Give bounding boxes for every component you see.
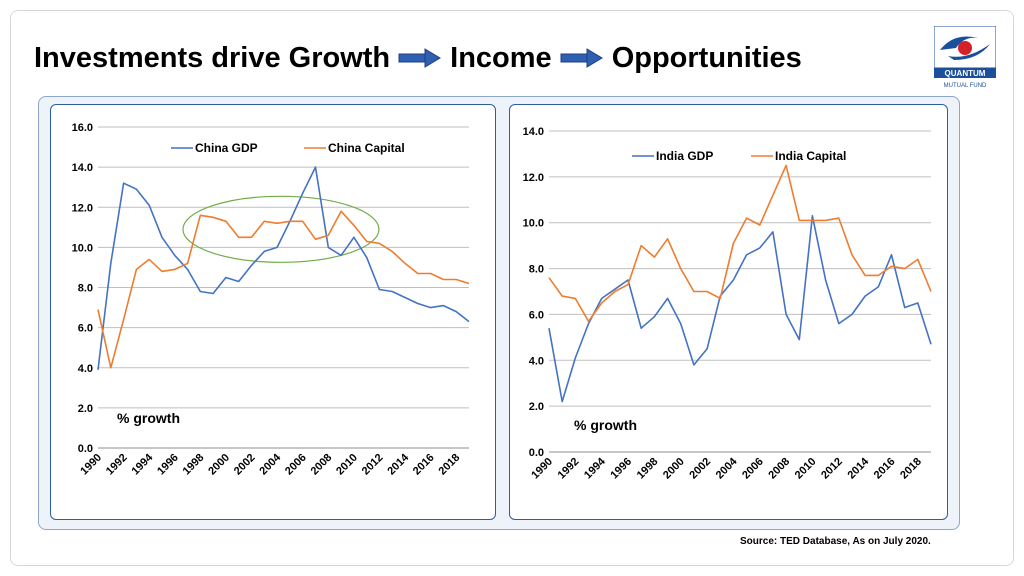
x-tick-label: 2002 [687,456,713,482]
x-tick-label: 2008 [766,456,792,482]
x-tick-label: 2004 [257,451,283,477]
growth-annotation: % growth [117,410,180,426]
title-part-income: Income [450,41,552,74]
y-tick-label: 14.0 [523,126,544,138]
y-tick-label: 2.0 [529,401,544,413]
y-tick-label: 10.0 [72,242,93,254]
growth-annotation: % growth [574,417,637,433]
right-arrow-icon [560,47,604,69]
y-tick-label: 12.0 [523,172,544,184]
x-tick-label: 1990 [78,452,104,478]
x-tick-label: 2006 [283,452,309,478]
y-tick-label: 14.0 [72,162,93,174]
highlight-ellipse [182,195,380,263]
x-tick-label: 2010 [334,452,360,478]
legend-label: China GDP [195,141,258,155]
right-arrow-icon [398,47,442,69]
y-tick-label: 0.0 [78,443,93,455]
page-title: Investments drive Growth Income Opportun… [34,38,802,78]
y-tick-label: 8.0 [529,264,544,276]
x-tick-label: 2018 [898,456,924,482]
x-tick-label: 2012 [360,452,386,478]
x-tick-label: 2016 [872,456,898,482]
india-chart: 0.0 2.0 4.0 6.0 8.0 10.0 12.0 14.0 1990 1992 1994 1… [509,104,948,520]
y-tick-label: 6.0 [529,309,544,321]
legend-label: India Capital [775,149,846,163]
x-tick-label: 2004 [714,455,740,481]
logo-subtitle: MUTUAL FUND [944,83,987,89]
title-part-opportunities: Opportunities [611,41,802,74]
x-tick-label: 2014 [845,455,871,481]
y-tick-label: 4.0 [78,363,93,375]
y-tick-label: 2.0 [78,403,93,415]
x-tick-label: 2018 [437,452,463,478]
x-tick-label: 1994 [129,451,155,477]
y-tick-label: 4.0 [529,355,544,367]
x-tick-label: 2010 [793,456,819,482]
quantum-logo: QUANTUM MUTUAL FUND [934,26,996,92]
x-tick-label: 2012 [819,456,845,482]
series-line-china-capital [97,210,470,369]
x-tick-label: 1998 [181,452,207,478]
x-tick-label: 2006 [740,456,766,482]
china-chart: 0.0 2.0 4.0 6.0 8.0 10.0 12.0 14.0 16.0 1990 1992 1… [50,104,496,520]
legend-label: India GDP [656,149,713,163]
x-tick-label: 1998 [635,456,661,482]
y-tick-label: 8.0 [78,283,93,295]
x-tick-label: 1990 [529,456,555,482]
x-tick-label: 2014 [385,451,411,477]
x-tick-label: 2002 [232,452,258,478]
legend-label: China Capital [328,141,405,155]
x-tick-label: 1996 [608,456,634,482]
series-line-india-gdp [548,215,932,403]
title-part-investments: Investments drive Growth [34,41,391,74]
y-tick-label: 10.0 [523,218,544,230]
x-tick-label: 1992 [104,452,130,478]
x-tick-label: 1992 [556,456,582,482]
x-tick-label: 2000 [206,452,232,478]
logo-name: QUANTUM [945,69,986,78]
y-tick-label: 6.0 [78,323,93,335]
y-tick-label: 0.0 [529,447,544,459]
x-tick-label: 1994 [582,455,608,481]
x-tick-label: 2016 [411,452,437,478]
series-line-india-capital [548,164,932,323]
series-line-china-gdp [97,166,470,370]
source-note: Source: TED Database, As on July 2020. [740,536,931,547]
y-tick-label: 16.0 [72,122,93,134]
x-tick-label: 1996 [155,452,181,478]
y-tick-label: 12.0 [72,202,93,214]
x-tick-label: 2000 [661,456,687,482]
x-tick-label: 2008 [309,452,335,478]
